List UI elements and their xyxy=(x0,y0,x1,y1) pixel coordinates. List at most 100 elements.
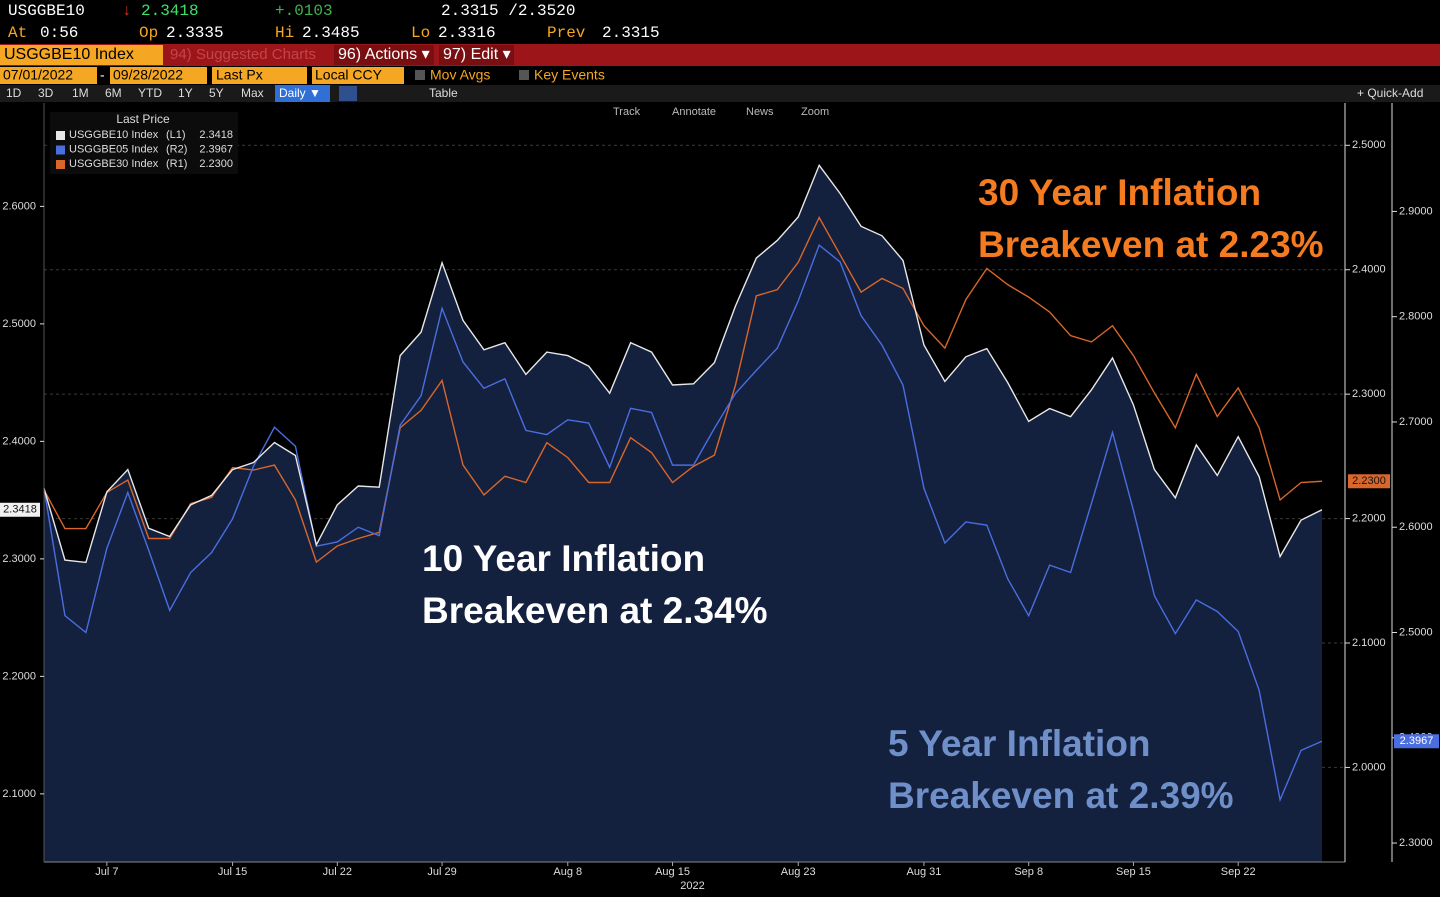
actions[interactable]: 96) Actions ▾ xyxy=(338,46,430,63)
at-label: At xyxy=(8,24,27,42)
x-tick-label: Aug 15 xyxy=(655,866,690,878)
end-date[interactable]: 09/28/2022 xyxy=(113,67,183,83)
checkbox[interactable] xyxy=(415,70,425,80)
high-label: Hi xyxy=(275,24,294,42)
series-line xyxy=(43,215,1323,564)
annotation: Breakeven at 2.39% xyxy=(888,775,1234,816)
frequency[interactable]: Daily ▼ xyxy=(279,86,321,100)
y-tick-label: 2.2000 xyxy=(2,670,36,682)
series-line xyxy=(43,163,1323,564)
edit[interactable]: 97) Edit ▾ xyxy=(443,46,511,63)
legend-title: Last Price xyxy=(116,112,170,126)
x-tick-label: Aug 23 xyxy=(781,866,816,878)
date-dash: - xyxy=(100,67,105,83)
frequency-box[interactable] xyxy=(275,85,330,102)
y3-tick-label: 2.5000 xyxy=(1399,626,1433,638)
chart-tool[interactable]: Track xyxy=(613,106,641,118)
legend-swatch xyxy=(56,131,65,140)
last-value-tag xyxy=(0,502,40,517)
legend-axis: (R2) xyxy=(166,143,187,155)
x-tick-label: Sep 22 xyxy=(1221,866,1256,878)
legend-name: USGGBE10 Index xyxy=(69,129,159,141)
edit-box[interactable] xyxy=(439,45,514,65)
table[interactable]: Table xyxy=(429,86,458,100)
end-box[interactable] xyxy=(110,67,207,84)
high: 2.3485 xyxy=(302,24,360,42)
x-tick-label: Jul 29 xyxy=(427,866,456,878)
y3-tick-label: 2.8000 xyxy=(1399,311,1433,323)
low: 2.3316 xyxy=(438,24,496,42)
range-button[interactable]: 1D xyxy=(6,86,22,100)
currency-box[interactable] xyxy=(312,67,404,84)
chart-tool[interactable]: Annotate xyxy=(672,106,716,118)
range-buttons: 1D 3D 1M 6M YTD 1Y 5Y Max xyxy=(6,86,264,100)
legend-box xyxy=(50,112,238,174)
suggested-charts[interactable]: 94) Suggested Charts xyxy=(170,46,316,63)
last-value-label: 2.3967 xyxy=(1400,735,1434,747)
x-tick-label: Aug 8 xyxy=(553,866,582,878)
area-fill xyxy=(44,165,1322,863)
low-label: Lo xyxy=(411,24,430,42)
range-button[interactable]: 6M xyxy=(105,86,122,100)
range-button[interactable]: 1M xyxy=(72,86,89,100)
range-button[interactable]: 1Y xyxy=(178,86,193,100)
chart-tool[interactable]: Zoom xyxy=(801,106,829,118)
y2-tick-label: 2.3000 xyxy=(1352,388,1386,400)
quick-add[interactable]: + Quick-Add xyxy=(1357,86,1423,100)
open: 2.3335 xyxy=(166,24,224,42)
x-axis-label: 2022 xyxy=(680,880,704,892)
currency[interactable]: Local CCY xyxy=(315,67,383,83)
actions-box[interactable] xyxy=(334,45,434,65)
range-button[interactable]: 3D xyxy=(38,86,54,100)
y2-tick-label: 2.1000 xyxy=(1352,637,1386,649)
legend-name: USGGBE30 Index xyxy=(69,158,159,170)
last-value-label: 2.3418 xyxy=(3,504,37,516)
y-tick-label: 2.3000 xyxy=(2,553,36,565)
security-box[interactable] xyxy=(0,45,163,65)
field[interactable]: Last Px xyxy=(216,67,263,83)
field-box[interactable] xyxy=(212,67,307,84)
x-tick-label: Sep 15 xyxy=(1116,866,1151,878)
toolbar xyxy=(0,85,1440,102)
range-button[interactable]: 5Y xyxy=(209,86,224,100)
y3-tick-label: 2.6000 xyxy=(1399,521,1433,533)
change: +.0103 xyxy=(275,2,333,20)
arrow: ↓ xyxy=(122,2,132,20)
bid-ask: 2.3315 /2.3520 xyxy=(441,2,575,20)
annotation: 5 Year Inflation xyxy=(888,723,1151,764)
annotation: Breakeven at 2.34% xyxy=(422,590,768,631)
y2-tick-label: 2.2000 xyxy=(1352,512,1386,524)
legend-name: USGGBE05 Index xyxy=(69,143,159,155)
last-value-tag xyxy=(1348,474,1390,489)
mov-avgs[interactable]: Mov Avgs xyxy=(430,67,490,83)
y2-tick-label: 2.0000 xyxy=(1352,761,1386,773)
legend-value: 2.2300 xyxy=(199,158,233,170)
y-tick-label: 2.5000 xyxy=(2,318,36,330)
legend-axis: (L1) xyxy=(166,129,186,141)
chart-tool[interactable]: News xyxy=(746,106,774,118)
x-tick-label: Jul 15 xyxy=(218,866,247,878)
open-label: Op xyxy=(139,24,158,42)
security[interactable]: USGGBE10 Index xyxy=(4,46,134,63)
x-tick-label: Sep 8 xyxy=(1014,866,1043,878)
legend-swatch xyxy=(56,145,65,155)
y-tick-label: 2.4000 xyxy=(2,435,36,447)
range-button[interactable]: Max xyxy=(241,86,264,100)
start-box[interactable] xyxy=(0,67,97,84)
y3-tick-label: 2.7000 xyxy=(1399,416,1433,428)
key-events[interactable]: Key Events xyxy=(534,67,605,83)
chart-type-icon[interactable] xyxy=(339,86,357,101)
y2-tick-label: 2.5000 xyxy=(1352,139,1386,151)
last-price: 2.3418 xyxy=(141,2,199,20)
x-tick-label: Jul 7 xyxy=(95,866,118,878)
legend-value: 2.3967 xyxy=(199,143,233,155)
last-value-label: 2.2300 xyxy=(1352,475,1386,487)
y3-tick-label: 2.3000 xyxy=(1399,837,1433,849)
range-button[interactable]: YTD xyxy=(138,86,162,100)
checkbox[interactable] xyxy=(519,70,529,80)
at-time: 0:56 xyxy=(40,24,78,42)
start-date[interactable]: 07/01/2022 xyxy=(3,67,73,83)
y3-tick-label: 2.9000 xyxy=(1399,205,1433,217)
annotation: 10 Year Inflation xyxy=(422,538,705,579)
